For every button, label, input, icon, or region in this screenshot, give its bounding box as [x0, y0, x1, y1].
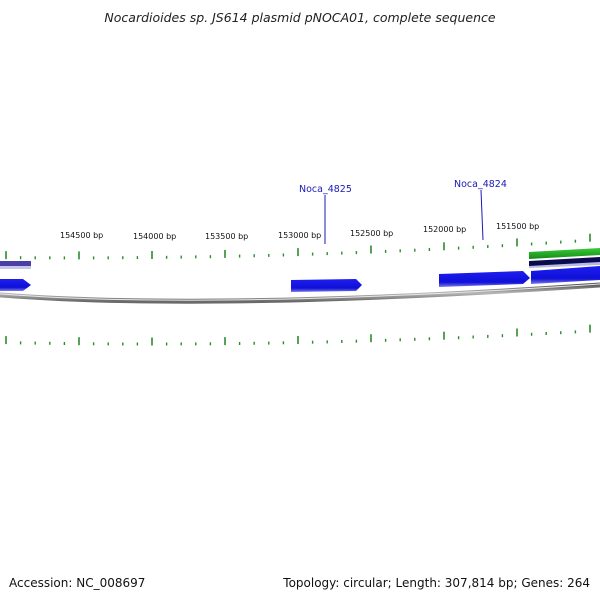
gene-feature-right-dark-shade	[529, 262, 600, 268]
gene-label-noca-4825[interactable]: Noca_4825	[299, 184, 352, 195]
accession-text: Accession: NC_008697	[9, 576, 146, 590]
scale-label-152500: 152500 bp	[350, 229, 393, 238]
scale-label-151500: 151500 bp	[496, 222, 539, 231]
outer-tick-marks	[5, 233, 591, 260]
gene-feature-right-green[interactable]	[529, 248, 600, 259]
gene-feature-left-upper[interactable]	[0, 261, 31, 268]
scale-label-154500: 154500 bp	[60, 231, 103, 240]
gene-arrow-right-edge[interactable]	[531, 266, 600, 284]
leader-line-noca-4824	[480, 189, 484, 241]
inner-tick-marks	[5, 324, 591, 346]
scale-label-152000: 152000 bp	[423, 225, 466, 234]
topology-summary: Topology: circular; Length: 307,814 bp; …	[283, 576, 590, 590]
scale-label-153500: 153500 bp	[205, 232, 248, 241]
map-title: Nocardioides sp. JS614 plasmid pNOCA01, …	[104, 10, 496, 25]
gene-arrow-noca-4824[interactable]	[439, 271, 530, 287]
scale-label-154000: 154000 bp	[133, 232, 176, 241]
gene-feature-left-upper-shade	[0, 266, 31, 269]
gene-arrow-left-edge[interactable]	[0, 279, 31, 291]
scale-label-153000: 153000 bp	[278, 231, 321, 240]
sequence-backbone-highlight	[0, 283, 600, 301]
gene-arrow-noca-4825[interactable]	[291, 279, 362, 292]
gene-label-noca-4824[interactable]: Noca_4824	[454, 179, 507, 190]
sequence-backbone	[0, 282, 600, 304]
